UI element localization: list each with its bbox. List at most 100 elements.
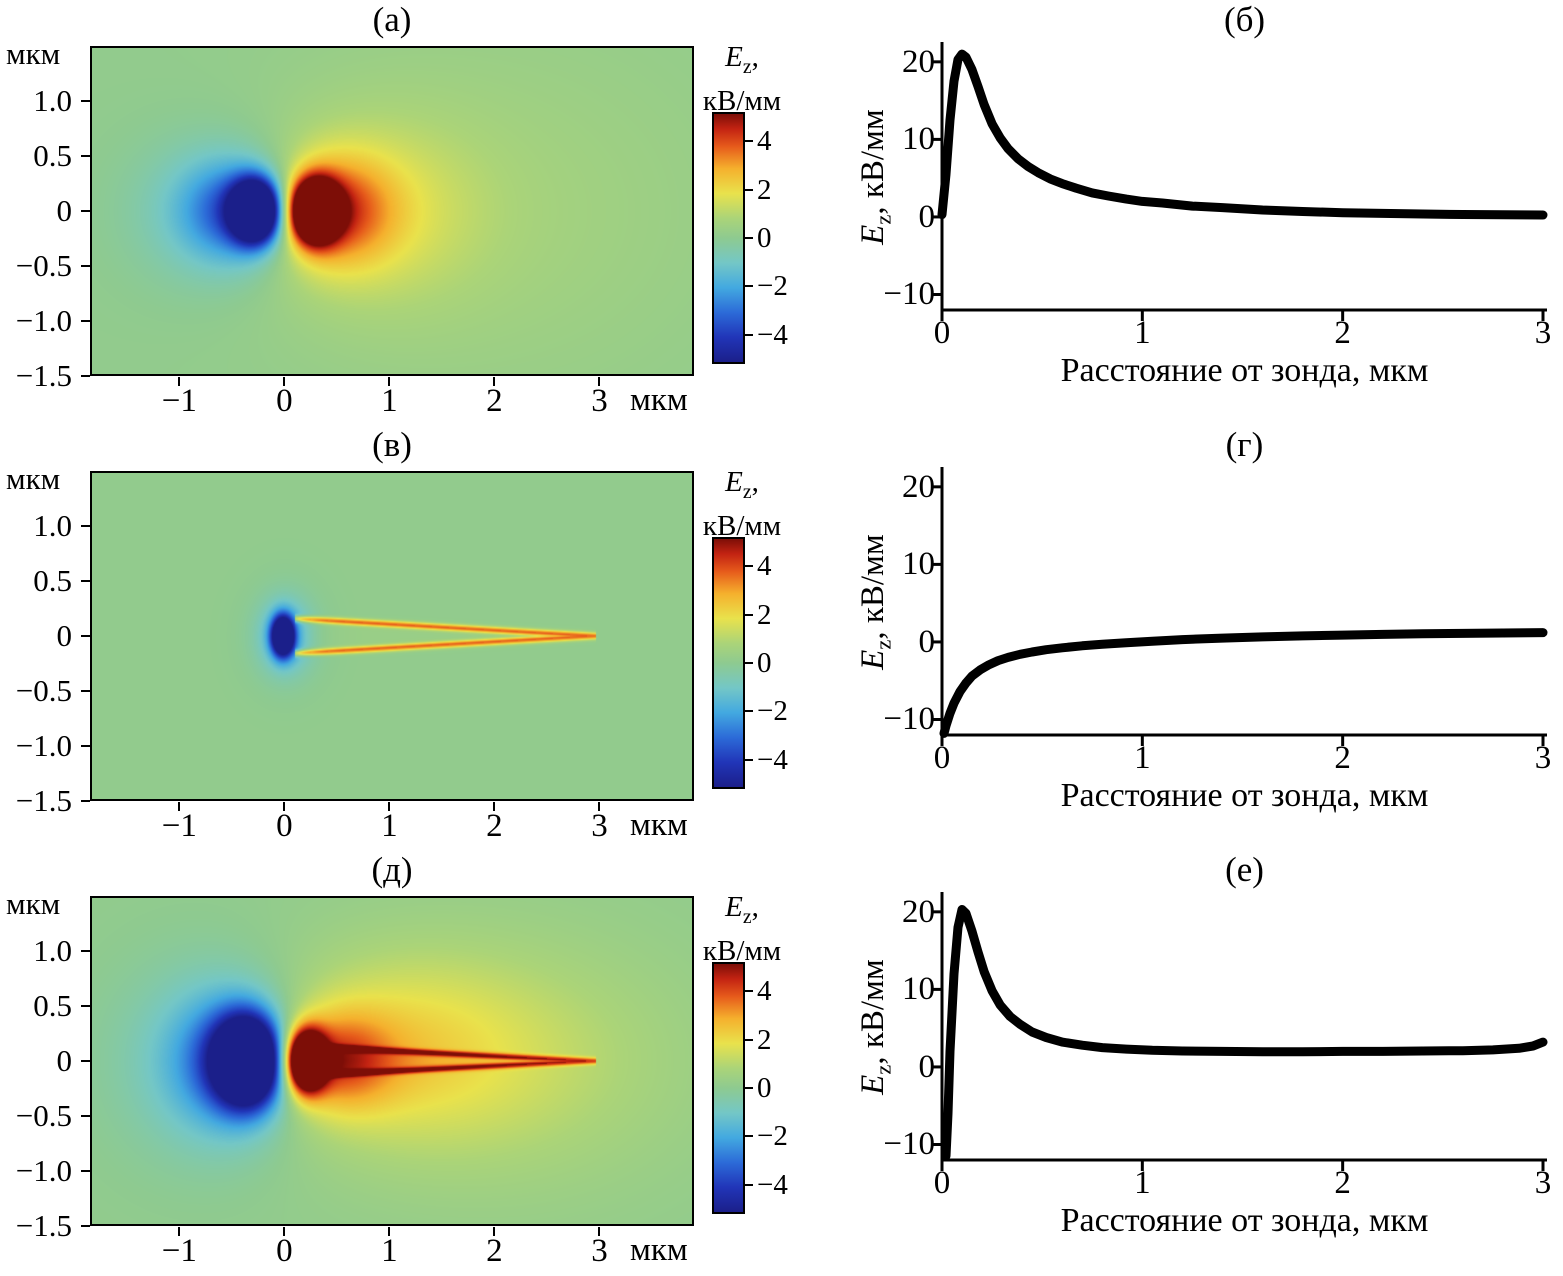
y-tick-label: −1.0: [15, 303, 72, 338]
x-tick-mark: [388, 1227, 391, 1236]
colorbar-tick-mark: [745, 1183, 753, 1186]
field-heatmap-canvas: [92, 473, 692, 799]
x-tick-mark: [178, 1227, 181, 1236]
y-tick-label: 0.5: [33, 138, 72, 173]
colorbar-tick-label: 2: [757, 173, 772, 206]
ez-profile-curve: [941, 905, 1548, 1161]
x-tick-mark: [493, 802, 496, 811]
x-tick-label: −1: [161, 383, 197, 419]
field-heatmap-canvas: [92, 48, 692, 374]
y-tick-label: −10: [883, 701, 935, 738]
y-tick-mark: [81, 635, 90, 637]
y-tick-label: 0.5: [33, 563, 72, 598]
x-axis-label: Расстояние от зонда, мкм: [1060, 777, 1429, 814]
x-tick-label: 3: [1534, 740, 1552, 776]
x-tick-mark: [283, 1227, 286, 1236]
colorbar-tick-mark: [745, 662, 753, 664]
colorbar-tick-mark: [745, 1087, 753, 1089]
y-tick-label: −10: [883, 1126, 935, 1163]
x-axis-unit-label: мкм: [630, 807, 688, 843]
figure-row-2: (в) мкм мкм Ez, кВ/мм 1.0 0.5 0 −0.5 −1.0 −1.…: [0, 425, 1563, 850]
x-tick-mark: [493, 1227, 496, 1236]
x-tick-label: 1: [1134, 315, 1151, 351]
x-tick-mark: [283, 377, 286, 386]
colorbar-title-symbol: Ez,: [686, 890, 798, 934]
y-tick-label: 20: [902, 893, 935, 930]
y-tick-label: 0: [918, 1048, 936, 1085]
y-axis-unit-label: мкм: [6, 461, 61, 496]
x-tick-label: −1: [161, 808, 197, 844]
colorbar-title-symbol: Ez,: [686, 465, 798, 509]
field-map-panel-a: (а) мкм мкм Ez, кВ/мм 1.0 0.5 0 −0.5 −1.0 −1.…: [0, 0, 788, 425]
colorbar-tick-label: −4: [757, 743, 788, 776]
y-tick-mark: [81, 525, 90, 527]
colorbar-gradient: [712, 537, 745, 789]
colorbar-tick-label: 2: [757, 598, 772, 631]
profile-panel-e: (е) Ez, кВ/мм Расстояние от зонда, мкм 2…: [755, 850, 1563, 1275]
y-tick-mark: [81, 580, 90, 582]
y-tick-label: 10: [902, 121, 935, 158]
x-tick-mark: [493, 377, 496, 386]
x-axis-label: Расстояние от зонда, мкм: [1060, 352, 1429, 389]
ez-symbol: E: [725, 41, 743, 73]
panel-title: (б): [1223, 0, 1266, 39]
y-tick-label: 0: [918, 623, 936, 660]
x-axis-label: Расстояние от зонда, мкм: [1060, 1202, 1429, 1239]
figure-row-1: (а) мкм мкм Ez, кВ/мм 1.0 0.5 0 −0.5 −1.0 −1.…: [0, 0, 1563, 425]
panel-title: (а): [372, 0, 412, 39]
x-tick-label: 2: [1334, 315, 1351, 351]
y-tick-label: −1.0: [15, 1153, 72, 1188]
colorbar-gradient: [712, 962, 745, 1214]
profile-panel-g: (г) Ez, кВ/мм Расстояние от зонда, мкм 2…: [755, 425, 1563, 850]
ez-symbol: E: [725, 891, 743, 923]
y-tick-mark: [81, 1225, 90, 1227]
x-tick-mark: [178, 377, 181, 386]
colorbar-tick-mark: [745, 140, 753, 143]
y-axis-unit-label: мкм: [6, 36, 61, 71]
figure-row-3: (д) мкм мкм Ez, кВ/мм 1.0 0.5 0 −0.5 −1.0 −1.…: [0, 850, 1563, 1275]
colorbar-tick-mark: [745, 758, 753, 761]
y-tick-label: 1.0: [33, 508, 72, 543]
ez-comma: ,: [751, 466, 759, 498]
colorbar-title-units: кВ/мм: [702, 84, 782, 117]
field-map-panel-v: (в) мкм мкм Ez, кВ/мм 1.0 0.5 0 −0.5 −1.0 −1.…: [0, 425, 788, 850]
y-tick-mark: [81, 265, 90, 267]
colorbar-tick-mark: [745, 285, 753, 288]
y-tick-mark: [81, 100, 90, 102]
colorbar-tick-mark: [745, 990, 753, 993]
x-tick-label: 0: [276, 383, 293, 419]
x-tick-label: 1: [381, 808, 398, 844]
y-tick-label: 20: [902, 468, 935, 505]
x-tick-label: 1: [381, 1233, 398, 1269]
colorbar-tick-mark: [745, 333, 753, 336]
y-tick-mark: [81, 210, 90, 212]
y-axis-unit-label: мкм: [6, 886, 61, 921]
ez-comma: ,: [751, 41, 759, 73]
y-tick-mark: [81, 1005, 90, 1007]
y-tick-label: 1.0: [33, 83, 72, 118]
y-tick-mark: [81, 800, 90, 802]
y-tick-label: 0.5: [33, 988, 72, 1023]
y-tick-label: −1.0: [15, 728, 72, 763]
line-plot: [931, 892, 1548, 1171]
x-tick-mark: [598, 377, 601, 386]
x-tick-label: 2: [486, 383, 503, 419]
x-tick-label: 2: [486, 808, 503, 844]
ez-subscript: z: [742, 905, 752, 928]
colorbar-tick-label: 4: [757, 975, 772, 1008]
x-tick-label: 0: [933, 1165, 951, 1201]
colorbar-tick-mark: [745, 613, 753, 616]
colorbar-title-units: кВ/мм: [702, 934, 782, 967]
field-heatmap-canvas: [92, 898, 692, 1224]
colorbar-title-units: кВ/мм: [702, 509, 782, 542]
panel-title: (г): [1225, 425, 1264, 464]
x-tick-label: 2: [1334, 740, 1351, 776]
x-tick-label: 2: [486, 1233, 503, 1269]
x-tick-label: 1: [1134, 740, 1151, 776]
y-tick-label: 0: [56, 1043, 73, 1078]
y-tick-label: −1.5: [15, 358, 72, 393]
y-tick-mark: [81, 745, 90, 747]
y-tick-label: −0.5: [15, 1098, 72, 1133]
colorbar-tick-label: −2: [757, 695, 788, 728]
x-tick-label: −1: [161, 1233, 197, 1269]
